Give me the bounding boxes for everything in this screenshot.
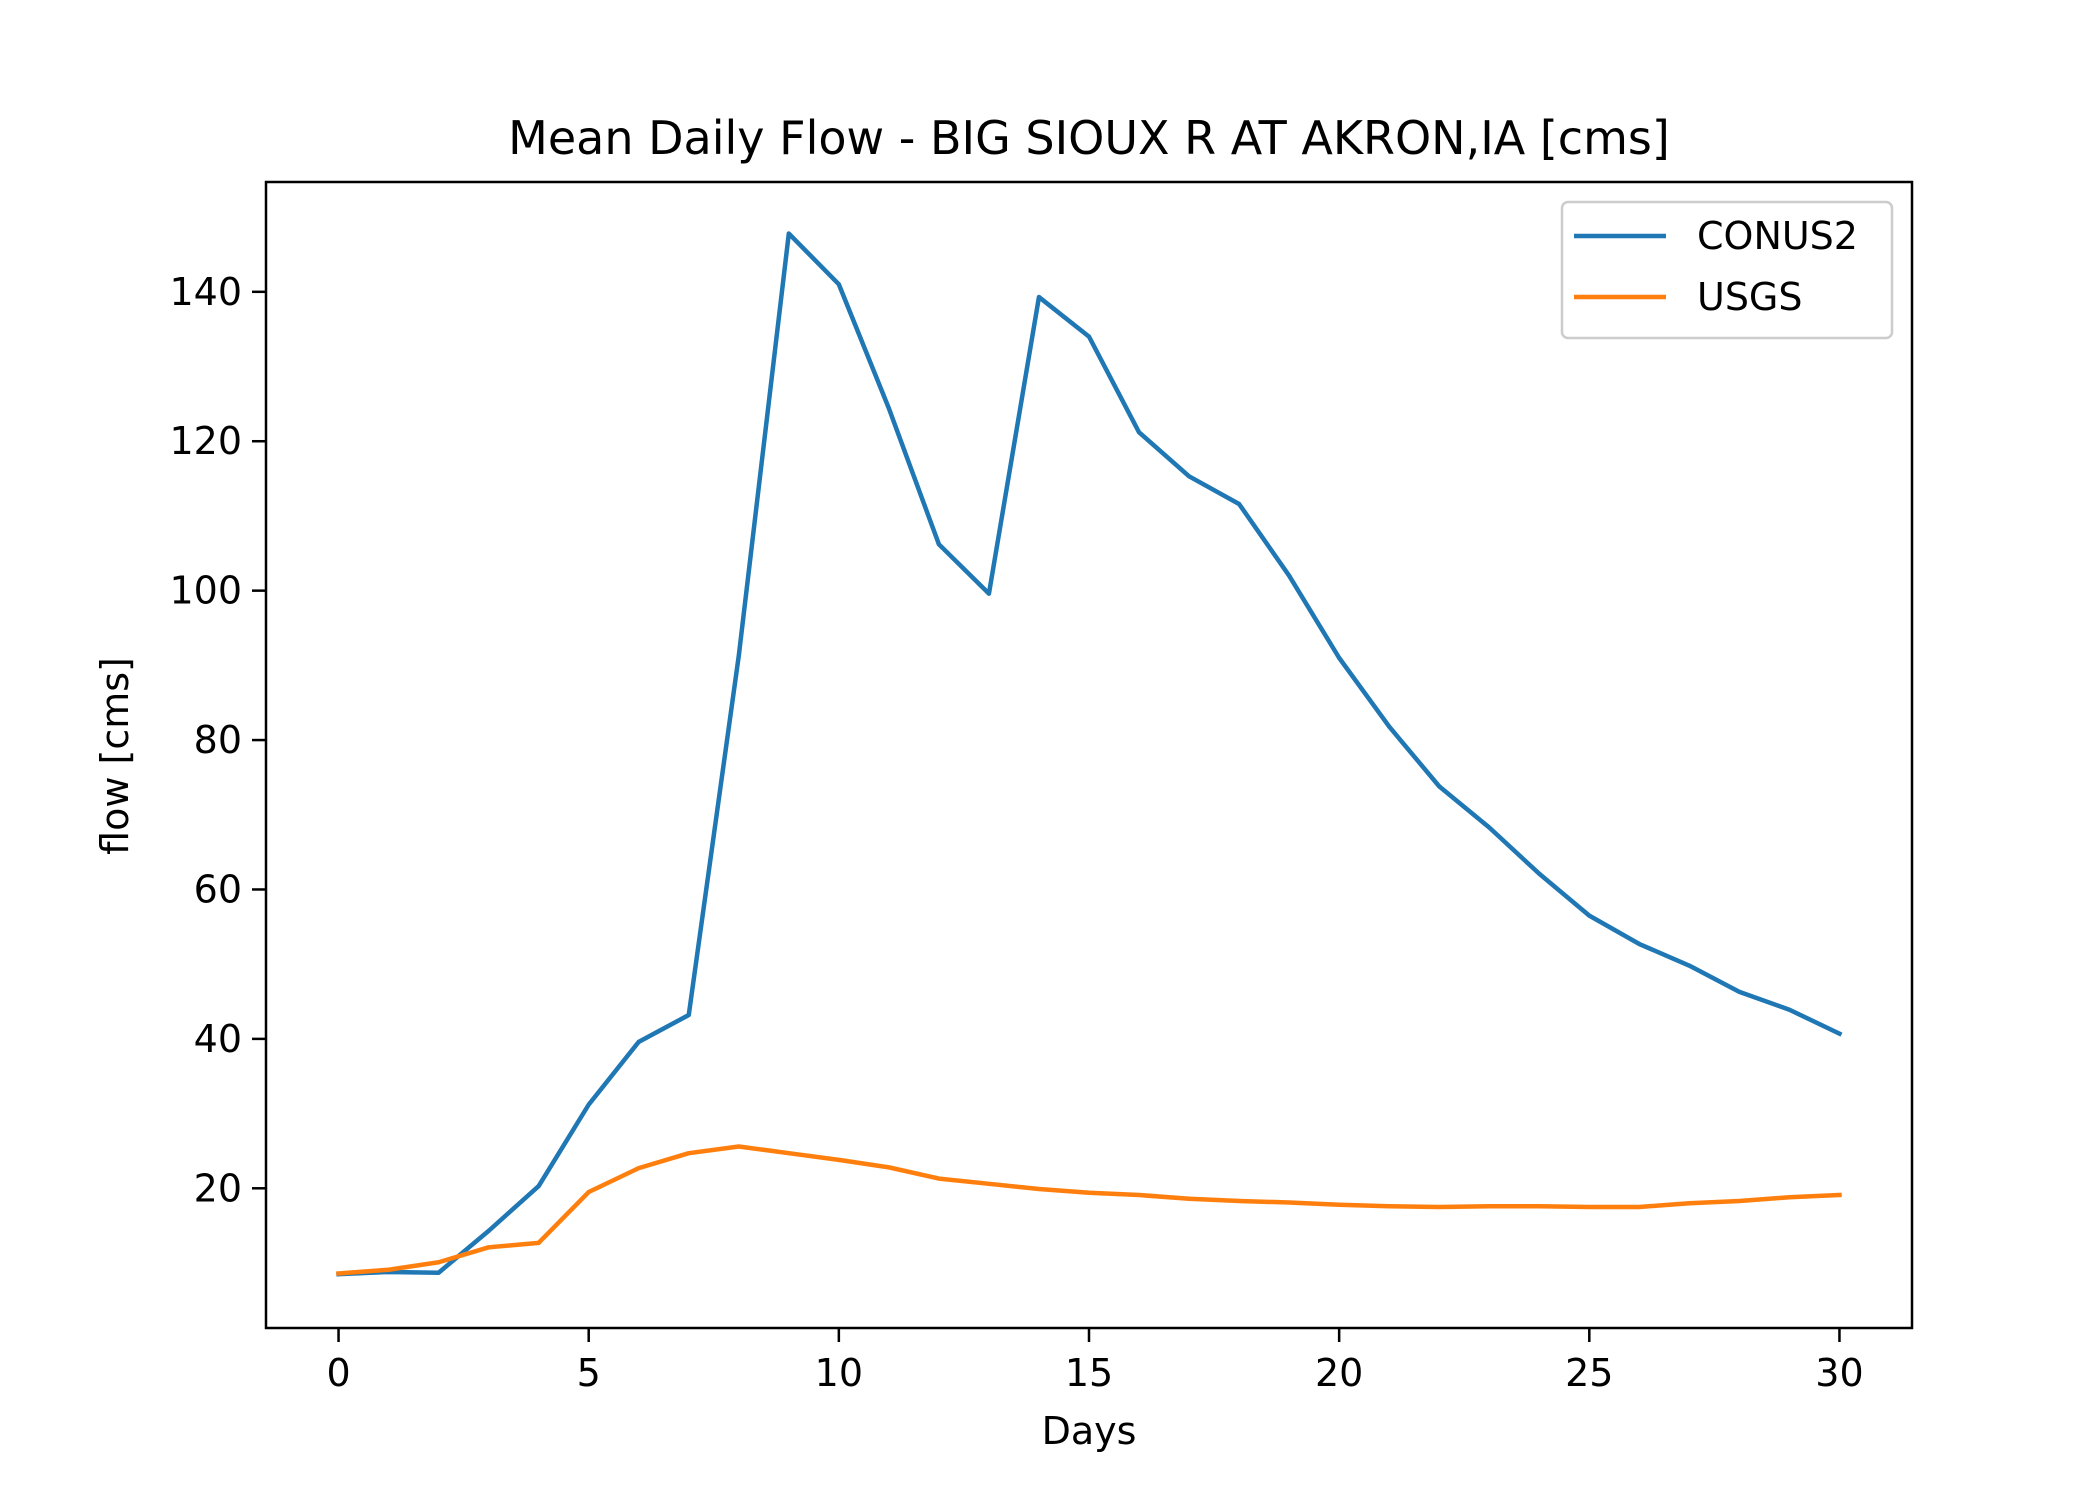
data-point-conus2 (736, 653, 741, 658)
data-point-conus2 (1537, 871, 1542, 876)
y-axis: 20 40 60 80 100 120 140 (169, 270, 266, 1210)
data-point-usgs (486, 1245, 491, 1250)
data-point-usgs (1587, 1204, 1592, 1209)
data-point-usgs (1187, 1196, 1192, 1201)
x-tick-label: 10 (815, 1351, 863, 1395)
x-tick-label: 20 (1315, 1351, 1363, 1395)
data-point-usgs (436, 1260, 441, 1265)
data-point-conus2 (1287, 573, 1292, 578)
data-point-conus2 (1137, 430, 1142, 435)
y-tick-label: 140 (169, 270, 242, 314)
data-point-conus2 (1687, 963, 1692, 968)
y-tick-label: 60 (194, 867, 242, 911)
data-point-usgs (536, 1240, 541, 1245)
data-point-usgs (1837, 1193, 1842, 1198)
data-point-conus2 (1587, 913, 1592, 918)
data-point-usgs (1237, 1199, 1242, 1203)
data-point-usgs (686, 1151, 691, 1156)
data-point-conus2 (936, 542, 941, 547)
y-tick-label: 80 (194, 718, 242, 762)
series-line-usgs (336, 1144, 1842, 1276)
data-point-usgs (786, 1151, 791, 1156)
data-point-conus2 (1837, 1031, 1842, 1036)
legend-label-conus2: CONUS2 (1697, 214, 1858, 258)
series-line-conus2 (336, 231, 1843, 1277)
data-point-usgs (936, 1176, 941, 1181)
data-point-conus2 (1787, 1007, 1792, 1012)
data-point-usgs (1787, 1195, 1792, 1200)
y-tick-label: 120 (169, 419, 242, 463)
data-point-usgs (336, 1271, 341, 1276)
data-point-usgs (836, 1157, 841, 1162)
data-point-usgs (1087, 1190, 1091, 1195)
data-point-conus2 (1087, 334, 1091, 339)
data-point-conus2 (1387, 724, 1392, 729)
data-point-usgs (1387, 1204, 1392, 1209)
series-layer (336, 231, 1843, 1277)
data-point-conus2 (986, 591, 991, 596)
legend-label-usgs: USGS (1697, 275, 1803, 319)
data-point-conus2 (1487, 825, 1492, 830)
x-axis-title: Days (1042, 1409, 1137, 1453)
data-point-usgs (386, 1267, 391, 1272)
data-point-usgs (986, 1181, 991, 1186)
data-point-conus2 (1237, 501, 1242, 506)
data-point-usgs (1487, 1204, 1492, 1209)
data-point-usgs (1637, 1204, 1642, 1209)
legend: CONUS2 USGS (1560, 200, 1894, 340)
y-axis-title: flow [cms] (93, 657, 137, 855)
data-point-conus2 (436, 1270, 441, 1275)
x-tick-label: 15 (1065, 1351, 1113, 1395)
data-point-conus2 (586, 1102, 591, 1107)
data-point-conus2 (1337, 655, 1342, 660)
data-point-conus2 (1187, 474, 1192, 479)
data-point-usgs (1537, 1204, 1542, 1209)
data-point-conus2 (1437, 784, 1442, 789)
data-point-usgs (586, 1190, 591, 1195)
x-tick-label: 5 (577, 1351, 601, 1395)
x-tick-label: 0 (326, 1351, 350, 1395)
data-point-usgs (886, 1165, 891, 1170)
data-point-usgs (736, 1144, 741, 1149)
data-point-usgs (1437, 1204, 1442, 1209)
data-point-conus2 (1036, 295, 1041, 300)
data-point-conus2 (686, 1012, 691, 1017)
y-tick-label: 20 (194, 1166, 242, 1210)
data-point-usgs (1737, 1199, 1742, 1203)
plot-frame (264, 180, 1914, 1330)
data-point-usgs (1036, 1187, 1041, 1192)
data-point-usgs (1337, 1202, 1342, 1207)
data-point-conus2 (786, 231, 791, 236)
data-point-usgs (636, 1166, 641, 1171)
data-point-usgs (1287, 1200, 1292, 1205)
data-point-usgs (1687, 1201, 1692, 1206)
y-tick-label: 100 (169, 569, 242, 613)
data-point-conus2 (836, 282, 841, 287)
data-point-conus2 (486, 1228, 491, 1233)
data-point-conus2 (636, 1039, 641, 1044)
x-tick-label: 30 (1815, 1351, 1863, 1395)
data-point-usgs (1137, 1193, 1142, 1198)
data-point-conus2 (536, 1184, 541, 1189)
data-point-conus2 (1737, 989, 1742, 994)
data-point-conus2 (1637, 942, 1642, 947)
data-point-conus2 (886, 406, 891, 411)
y-tick-label: 40 (194, 1017, 242, 1061)
x-tick-label: 25 (1565, 1351, 1613, 1395)
x-axis: 0 5 10 15 20 25 30 (326, 1328, 1864, 1395)
chart-title: Mean Daily Flow - BIG SIOUX R AT AKRON,I… (508, 111, 1670, 165)
